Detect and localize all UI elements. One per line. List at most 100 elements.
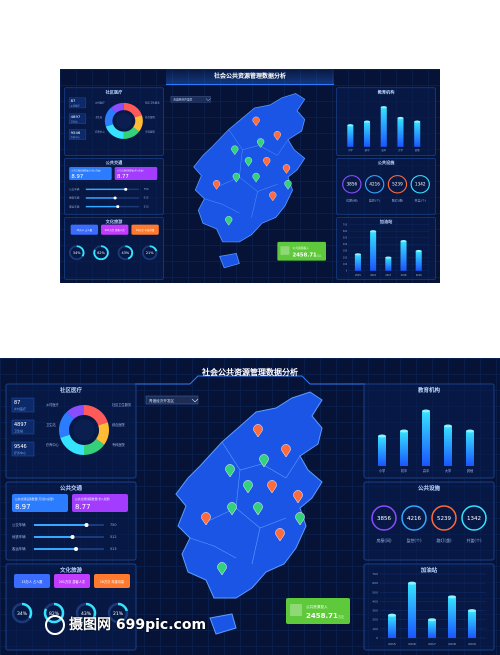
gas-bar — [428, 619, 436, 638]
facility-value: 1342 — [467, 516, 481, 522]
stat-label: 乡村医疗 — [71, 104, 81, 108]
traffic-bar-knob — [70, 535, 75, 539]
gas-bar — [354, 254, 361, 271]
facility-label: 房屋(间) — [346, 198, 357, 203]
education-bar — [444, 426, 452, 466]
donut-slice — [59, 411, 75, 438]
gas-bar-top — [354, 253, 361, 256]
gas-bar-top — [428, 618, 436, 622]
gas-title: 加油站 — [420, 566, 438, 574]
facility-label: 监控(个) — [369, 198, 380, 203]
education-tick-label: 其他 — [415, 148, 421, 152]
map-pin-icon — [263, 157, 271, 167]
map-pin-icon — [227, 502, 237, 516]
traffic-bar-knob — [124, 187, 128, 191]
facility-value: 3856 — [377, 516, 391, 522]
stat-value: 4897 — [71, 115, 81, 119]
traffic-title: 公共交通 — [60, 484, 83, 492]
map-pin-icon — [225, 464, 235, 478]
stat-box — [11, 419, 35, 435]
map-pin-icon — [225, 216, 233, 226]
education-bar-top — [364, 120, 371, 123]
community-title: 社区医疗 — [105, 89, 123, 95]
education-tick-label: 大学 — [445, 468, 451, 473]
culture-tag-label: 16万次 年接待量 — [100, 579, 125, 584]
stat-label: 卫生站 — [71, 119, 79, 123]
facility-label: 路灯(盏) — [392, 198, 403, 203]
dashboard-graphics: 社会公共资源管理数据分析社区医疗87乡村医疗4897卫生站9546疗养中心乡村医… — [5, 367, 495, 651]
gas-y-tick: 100 — [372, 627, 378, 631]
stat-box — [11, 397, 35, 413]
traffic-bar-value: 513 — [110, 547, 116, 551]
donut-hole — [115, 112, 133, 129]
traffic-bar-fill — [34, 524, 87, 526]
education-tick-label: 初中 — [401, 468, 407, 473]
gas-y-tick: 600 — [343, 230, 348, 233]
facility-label: 井盖(个) — [466, 537, 482, 543]
facilities-title: 公共设施 — [418, 484, 441, 492]
gas-x-tick: 2019 — [468, 642, 476, 646]
education-tick-label: 大学 — [398, 148, 404, 152]
traffic-bar-value: 512 — [110, 535, 116, 539]
stat-box — [68, 129, 87, 140]
facility-value: 3856 — [347, 182, 358, 187]
donut-slice — [95, 422, 109, 445]
facilities-title: 公共设施 — [378, 159, 395, 165]
stat-value: 4897 — [14, 422, 27, 428]
stat-value: 9546 — [71, 131, 81, 135]
map-pin-icon — [231, 145, 239, 156]
traffic-bar-label: 客运车辆 — [12, 546, 26, 551]
stat-label: 疗养中心 — [14, 450, 26, 455]
donut-legend: 乡村医疗 — [46, 402, 60, 407]
education-bar — [414, 121, 421, 147]
facility-label: 监控(个) — [406, 537, 422, 543]
facility-ring — [410, 175, 430, 194]
donut-hole — [73, 419, 95, 441]
gas-bar-top — [408, 581, 416, 585]
traffic-bar-value: 512 — [144, 196, 149, 200]
facility-value: 4216 — [407, 516, 421, 522]
gas-bar — [388, 615, 396, 638]
investment-value: 2458.71 — [306, 612, 338, 620]
traffic-card-label: 公共交通线路数量(条)(总量) — [75, 497, 110, 501]
facilities-panel — [363, 481, 495, 561]
facility-label: 路灯(盏) — [436, 537, 452, 543]
gas-y-tick: 600 — [372, 581, 378, 585]
investment-card — [286, 598, 350, 624]
facility-value: 4216 — [369, 182, 380, 187]
education-bar — [397, 117, 404, 147]
title-frame — [130, 375, 370, 385]
map-pin-icon — [267, 480, 277, 494]
education-tick-label: 小学 — [348, 148, 354, 152]
education-title: 教育机构 — [417, 386, 441, 394]
donut-legend: 专科医院 — [145, 129, 155, 133]
donut-slice — [83, 405, 108, 426]
gas-x-tick: 2018 — [401, 274, 407, 277]
facility-label: 井盖(个) — [415, 198, 426, 203]
donut-slice — [123, 126, 140, 139]
donut-slice — [60, 434, 85, 455]
traffic-card — [114, 166, 158, 180]
investment-value: 2458.71 — [293, 252, 318, 258]
culture-tag — [94, 574, 130, 588]
traffic-bar-value: 513 — [144, 204, 149, 208]
investment-label: 公共资源投入 — [306, 604, 328, 609]
donut-legend: 社区卫生服务 — [145, 101, 160, 105]
education-bar-top — [400, 429, 408, 433]
culture-ring-fill — [93, 245, 109, 261]
traffic-title: 公共交通 — [106, 159, 124, 165]
region-map-island — [209, 613, 237, 635]
culture-ring-value: 43% — [81, 611, 92, 617]
gas-y-tick: 700 — [372, 572, 378, 576]
traffic-bar-label: 客运车辆 — [69, 204, 80, 208]
gas-x-tick: 2018 — [448, 642, 456, 646]
culture-tag-label: 201万次 游客人次 — [59, 579, 86, 584]
dashboard-preview: 社会公共资源管理数据分析 社区医疗 87 乡村医疗 4897 卫生站 9546 疗养中心 乡村… — [60, 69, 440, 283]
watermark: 摄图网 699pic.com — [45, 614, 206, 635]
culture-ring-value: 21% — [146, 251, 154, 255]
donut-legend: 专科医院 — [112, 442, 126, 447]
map-pin-icon — [201, 512, 211, 526]
education-tick-label: 其他 — [467, 468, 474, 473]
map-pin-icon — [217, 562, 227, 576]
gas-y-tick: 400 — [372, 599, 378, 603]
